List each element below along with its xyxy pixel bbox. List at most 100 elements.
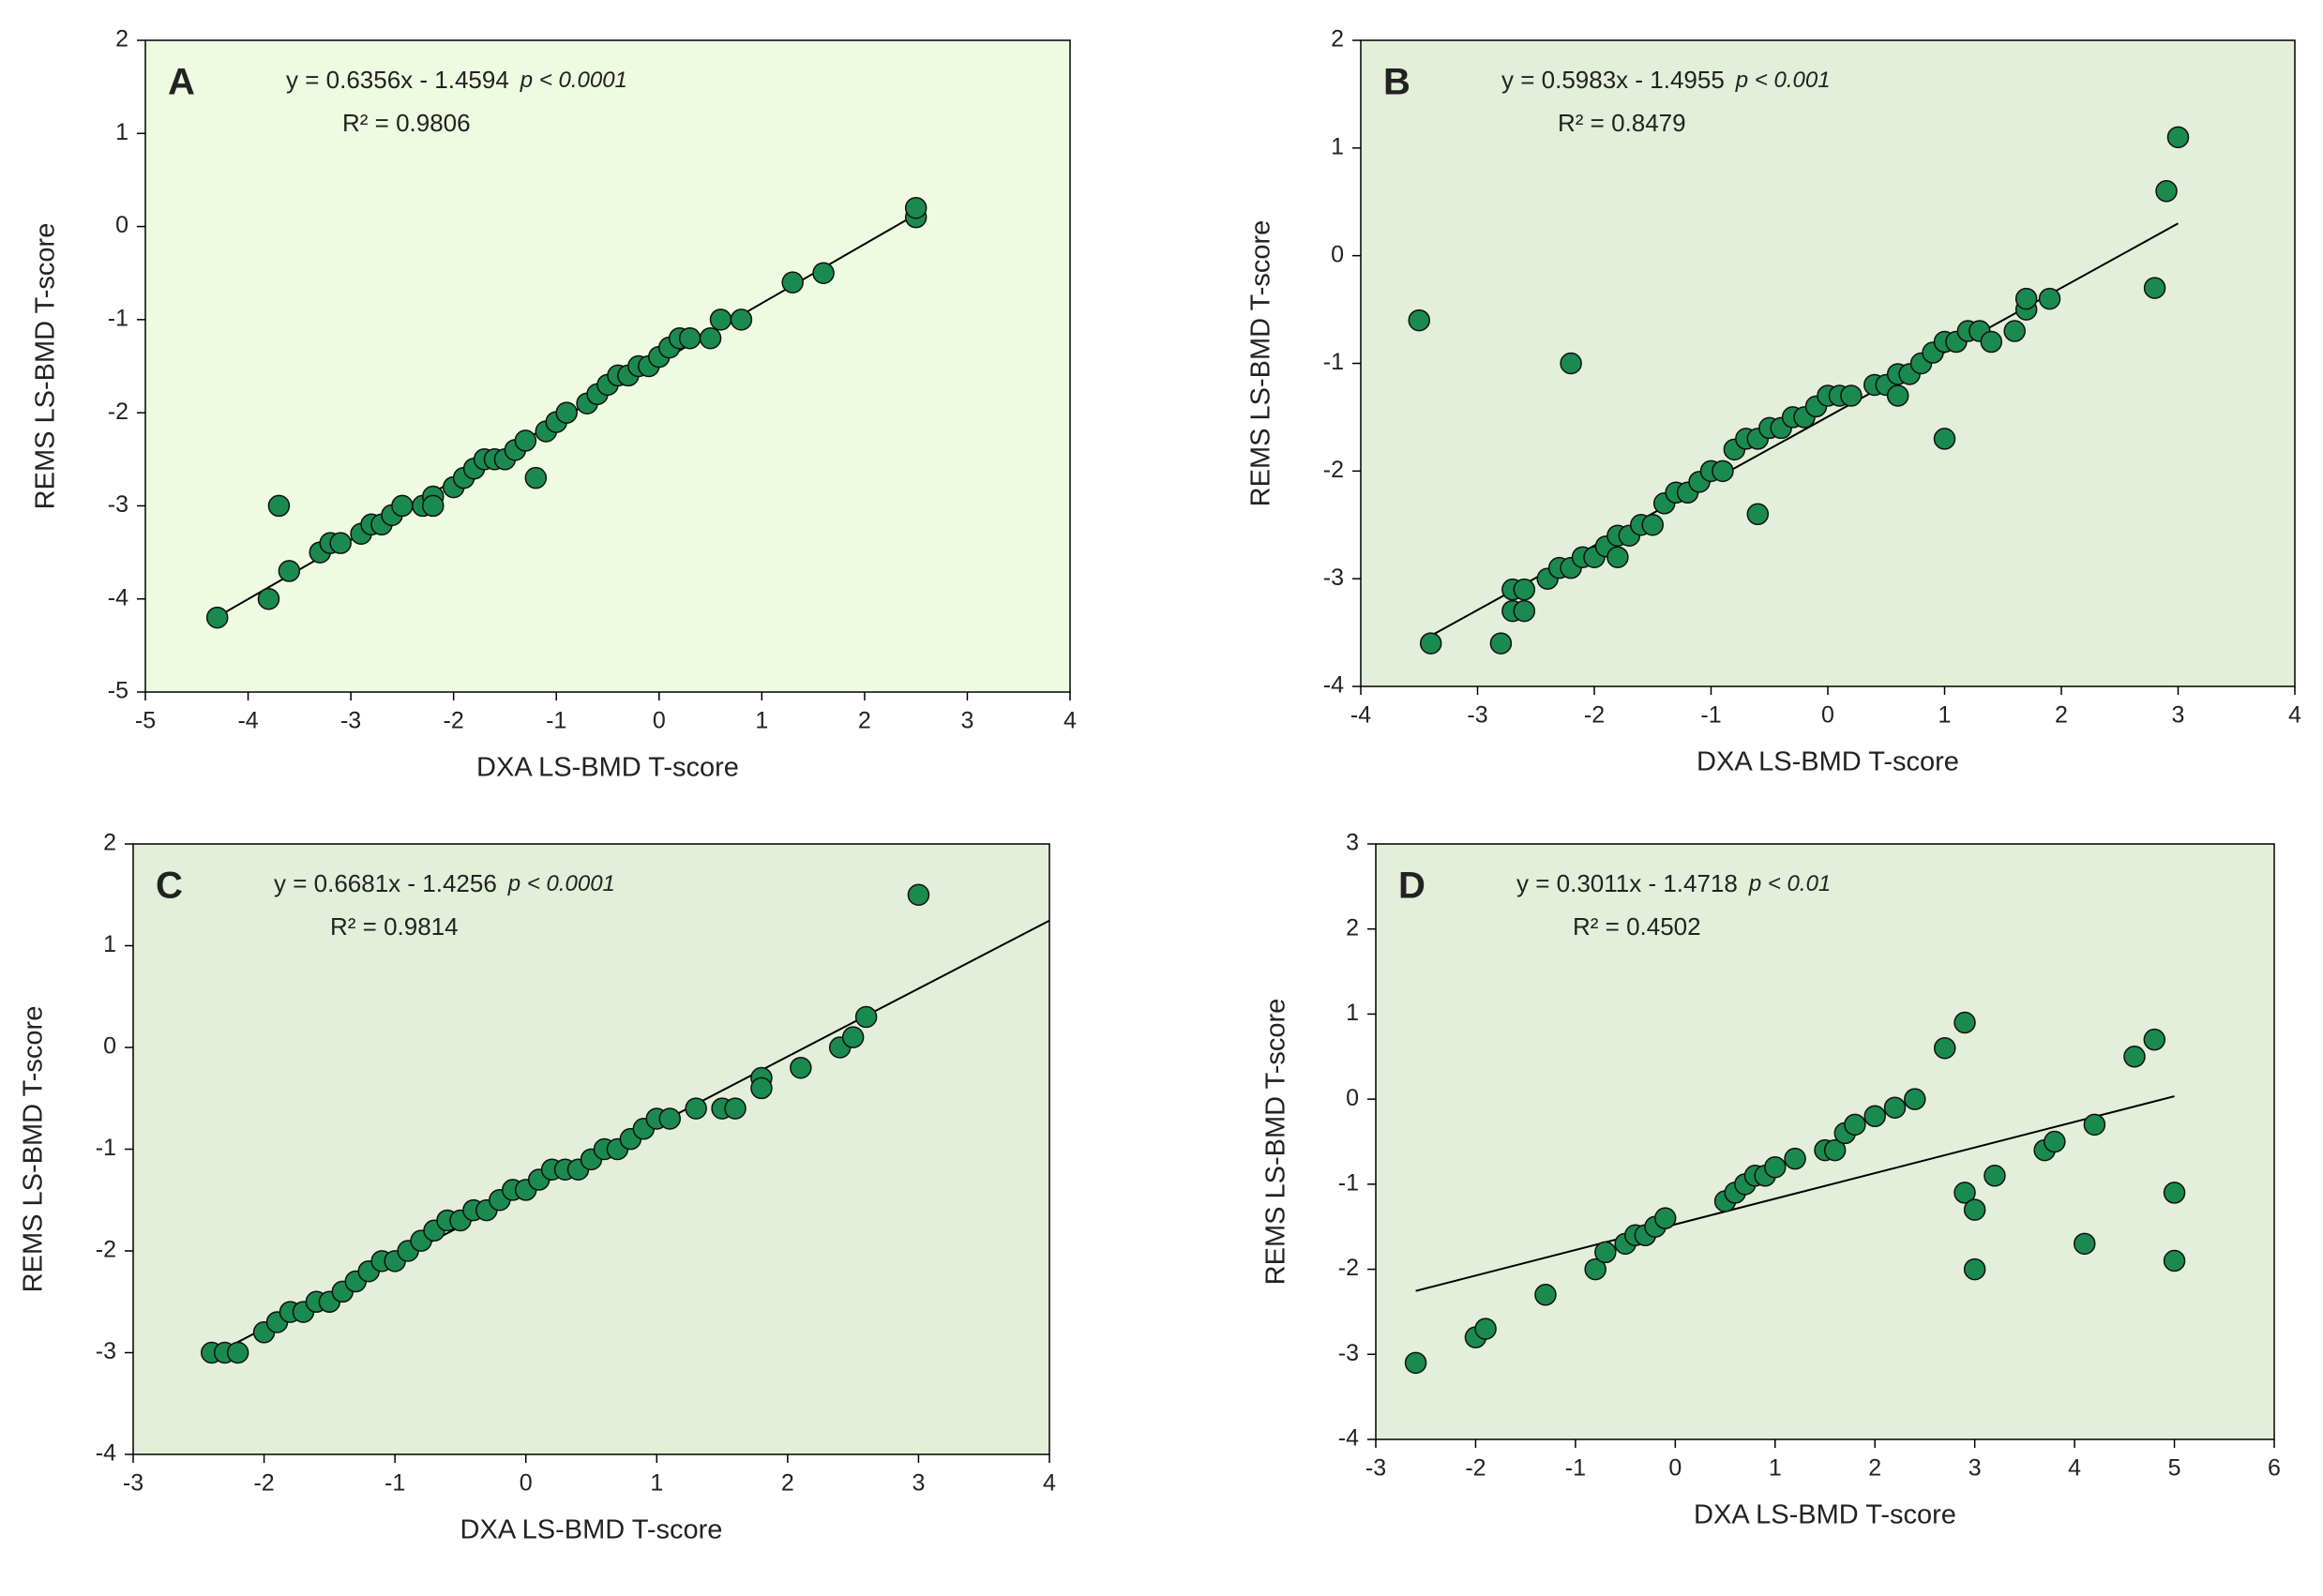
- data-point: [709, 309, 732, 331]
- data-point: [2163, 1182, 2186, 1204]
- data-point: [205, 606, 229, 629]
- data-point: [1513, 578, 1536, 601]
- data-point: [1953, 1182, 1976, 1204]
- x-tick-label: -2: [444, 708, 464, 734]
- y-tick-label: -3: [108, 491, 128, 518]
- data-point: [854, 1005, 878, 1029]
- x-tick-label: 2: [781, 1470, 794, 1497]
- y-tick-label: -3: [1338, 1340, 1359, 1366]
- equation-text: y = 0.6681x - 1.4256: [274, 869, 497, 897]
- data-point: [1584, 1257, 1606, 1281]
- r-squared: R² = 0.9814: [330, 912, 459, 941]
- p-value: p < 0.01: [1748, 871, 1831, 896]
- y-tick-label: -3: [1323, 565, 1344, 591]
- x-tick-label: 4: [2068, 1455, 2081, 1482]
- data-point: [2074, 1232, 2096, 1256]
- data-point: [514, 429, 537, 452]
- panel: -4 -3 -2 -1 0 1 2 -4 -3 -2 -1 0 1 2 3 4 B y = 0.5983x - 1…: [1246, 26, 2301, 777]
- y-tick-label: 2: [115, 26, 128, 53]
- x-tick-label: -4: [1350, 702, 1371, 729]
- x-tick-label: 2: [2055, 702, 2068, 729]
- data-point: [658, 1107, 681, 1130]
- y-tick-label: 1: [1331, 133, 1344, 159]
- data-point: [1883, 1096, 1907, 1119]
- data-point: [1963, 1198, 1986, 1221]
- data-point: [267, 494, 291, 518]
- panel-label: A: [168, 62, 195, 103]
- y-tick-label: 0: [1346, 1085, 1359, 1111]
- x-tick-label: -2: [1465, 1455, 1486, 1482]
- y-tick-label: 2: [1331, 26, 1344, 53]
- data-point: [781, 271, 804, 294]
- data-point: [1984, 1165, 2006, 1187]
- equation: y = 0.3011x - 1.4718 p < 0.01: [1516, 869, 1831, 897]
- y-tick-label: -4: [96, 1440, 116, 1467]
- x-tick-label: 3: [960, 708, 973, 734]
- y-tick-label: 1: [103, 931, 116, 957]
- data-point: [685, 1097, 707, 1120]
- x-axis-title: DXA LS-BMD T-score: [1694, 1500, 1956, 1530]
- data-point: [1980, 330, 2003, 354]
- data-point: [2143, 277, 2166, 299]
- panel-label: B: [1383, 62, 1410, 103]
- x-tick-label: -2: [1584, 702, 1605, 729]
- y-tick-label: -4: [108, 584, 128, 610]
- equation: y = 0.6681x - 1.4256 p < 0.0001: [274, 869, 615, 897]
- data-point: [1534, 1284, 1557, 1306]
- data-point: [2155, 180, 2178, 203]
- data-point: [1641, 514, 1664, 536]
- plot-area: [144, 39, 1071, 693]
- y-tick-label: 0: [115, 212, 128, 238]
- data-point: [1419, 632, 1442, 655]
- y-tick-label: -1: [1323, 349, 1344, 375]
- y-tick-label: -3: [96, 1338, 116, 1364]
- data-point: [226, 1341, 249, 1364]
- data-point: [1840, 384, 1863, 407]
- data-point: [730, 309, 753, 331]
- data-point: [524, 466, 548, 489]
- data-point: [278, 560, 301, 582]
- data-point: [1594, 1241, 1617, 1264]
- data-point: [724, 1097, 747, 1120]
- y-tick-label: -2: [1323, 457, 1344, 483]
- data-point: [2038, 287, 2061, 310]
- x-tick-label: 2: [858, 708, 871, 734]
- data-point: [1904, 1088, 1926, 1110]
- x-tick-label: 3: [1969, 1455, 1982, 1482]
- x-tick-label: 1: [1769, 1455, 1782, 1482]
- panel: -5 -4 -3 -2 -1 0 1 2 -5 -4 -3 -2 -1 0 1 2 3 4 A y = 0.6356x…: [31, 26, 1077, 783]
- x-tick-label: -5: [135, 708, 156, 734]
- data-point: [1489, 632, 1513, 655]
- x-tick-label: -1: [385, 1470, 405, 1497]
- x-tick-label: -4: [237, 708, 258, 734]
- y-tick-label: -1: [96, 1135, 116, 1161]
- panel-label: D: [1398, 866, 1425, 907]
- data-point: [750, 1077, 773, 1100]
- equation-text: y = 0.3011x - 1.4718: [1516, 869, 1738, 897]
- data-point: [1606, 546, 1629, 568]
- equation: y = 0.6356x - 1.4594 p < 0.0001: [286, 66, 627, 94]
- p-value: p < 0.001: [1735, 68, 1831, 93]
- y-tick-label: 3: [1346, 830, 1359, 856]
- data-point: [2166, 126, 2190, 149]
- data-point: [1513, 599, 1536, 623]
- y-axis-title: REMS LS-BMD T-score: [31, 223, 61, 510]
- data-point: [1863, 1105, 1886, 1128]
- x-tick-label: 0: [1821, 702, 1834, 729]
- x-tick-label: 1: [1938, 702, 1952, 729]
- data-point: [1653, 1207, 1677, 1229]
- x-tick-label: 3: [2172, 702, 2185, 729]
- x-tick-label: 1: [755, 708, 768, 734]
- data-point: [1560, 352, 1582, 375]
- y-axis-title: REMS LS-BMD T-score: [1246, 220, 1276, 507]
- x-tick-label: -1: [1700, 702, 1721, 729]
- x-tick-label: 2: [1868, 1455, 1881, 1482]
- x-tick-label: -3: [1365, 1455, 1386, 1482]
- x-tick-label: 1: [650, 1470, 663, 1497]
- plot-area: [1360, 39, 2296, 687]
- p-value: p < 0.0001: [520, 68, 627, 93]
- data-point: [904, 196, 928, 219]
- equation-text: y = 0.6356x - 1.4594: [286, 66, 509, 94]
